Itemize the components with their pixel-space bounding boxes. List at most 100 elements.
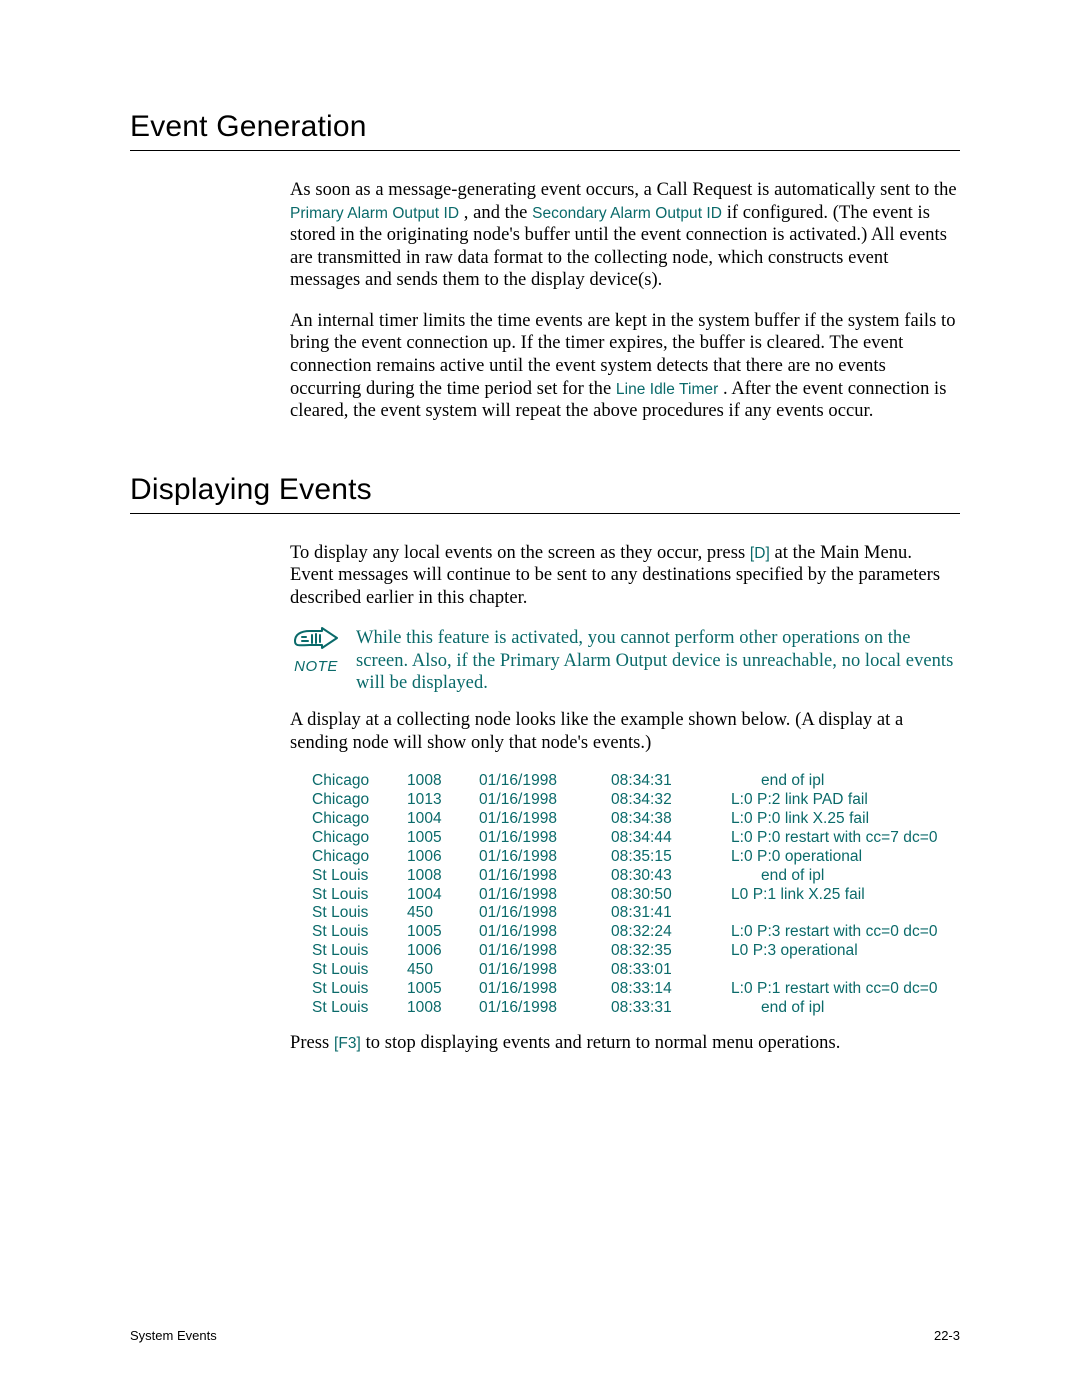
event-message: L0 P:3 operational — [731, 942, 960, 961]
heading-displaying-events: Displaying Events — [130, 473, 960, 507]
event-row: St Louis100501/16/199808:32:24L:0 P:3 re… — [312, 923, 960, 942]
event-location: St Louis — [312, 999, 407, 1018]
event-time: 08:30:43 — [611, 867, 731, 886]
heading-event-generation: Event Generation — [130, 110, 960, 144]
section2-para1: To display any local events on the scree… — [290, 542, 960, 610]
event-log-table: Chicago100801/16/199808:34:31end of iplC… — [312, 772, 960, 1018]
event-location: St Louis — [312, 942, 407, 961]
event-time: 08:30:50 — [611, 886, 731, 905]
event-date: 01/16/1998 — [479, 980, 611, 999]
event-message — [731, 961, 960, 980]
event-row: St Louis100501/16/199808:33:14L:0 P:1 re… — [312, 980, 960, 999]
event-message: end of ipl — [731, 772, 960, 791]
link-primary-alarm-output-id[interactable]: Primary Alarm Output ID — [290, 205, 459, 222]
text: to stop displaying events and return to … — [361, 1033, 840, 1053]
event-date: 01/16/1998 — [479, 829, 611, 848]
event-row: Chicago100801/16/199808:34:31end of ipl — [312, 772, 960, 791]
event-message — [731, 904, 960, 923]
event-code: 1006 — [407, 848, 479, 867]
heading-rule — [130, 150, 960, 151]
event-message: end of ipl — [731, 999, 960, 1018]
event-message: end of ipl — [731, 867, 960, 886]
event-code: 1008 — [407, 999, 479, 1018]
event-time: 08:34:38 — [611, 810, 731, 829]
event-location: St Louis — [312, 886, 407, 905]
key-f3: [F3] — [334, 1035, 361, 1052]
event-row: St Louis100601/16/199808:32:35L0 P:3 ope… — [312, 942, 960, 961]
event-location: St Louis — [312, 961, 407, 980]
event-time: 08:33:01 — [611, 961, 731, 980]
event-message: L:0 P:2 link PAD fail — [731, 791, 960, 810]
footer-left: System Events — [130, 1328, 217, 1343]
text: , and the — [459, 203, 532, 223]
event-row: St Louis100801/16/199808:30:43end of ipl — [312, 867, 960, 886]
event-message: L:0 P:0 restart with cc=7 dc=0 — [731, 829, 960, 848]
event-date: 01/16/1998 — [479, 867, 611, 886]
event-row: Chicago100601/16/199808:35:15L:0 P:0 ope… — [312, 848, 960, 867]
event-location: Chicago — [312, 810, 407, 829]
event-code: 1005 — [407, 829, 479, 848]
event-location: St Louis — [312, 923, 407, 942]
event-location: Chicago — [312, 848, 407, 867]
section1-para1: As soon as a message-generating event oc… — [290, 179, 960, 292]
event-message: L0 P:1 link X.25 fail — [731, 886, 960, 905]
event-location: Chicago — [312, 829, 407, 848]
event-time: 08:34:32 — [611, 791, 731, 810]
event-code: 450 — [407, 961, 479, 980]
event-date: 01/16/1998 — [479, 904, 611, 923]
event-message: L:0 P:0 operational — [731, 848, 960, 867]
event-row: Chicago100401/16/199808:34:38L:0 P:0 lin… — [312, 810, 960, 829]
event-code: 1005 — [407, 980, 479, 999]
event-time: 08:33:31 — [611, 999, 731, 1018]
event-row: Chicago101301/16/199808:34:32L:0 P:2 lin… — [312, 791, 960, 810]
event-date: 01/16/1998 — [479, 772, 611, 791]
event-location: St Louis — [312, 980, 407, 999]
event-location: Chicago — [312, 791, 407, 810]
event-time: 08:34:44 — [611, 829, 731, 848]
event-code: 450 — [407, 904, 479, 923]
event-code: 1008 — [407, 867, 479, 886]
note-block: NOTE While this feature is activated, yo… — [290, 627, 960, 695]
event-date: 01/16/1998 — [479, 886, 611, 905]
event-row: St Louis100401/16/199808:30:50L0 P:1 lin… — [312, 886, 960, 905]
footer-right: 22-3 — [934, 1328, 960, 1343]
event-code: 1006 — [407, 942, 479, 961]
event-code: 1004 — [407, 810, 479, 829]
note-text: While this feature is activated, you can… — [356, 627, 960, 695]
event-date: 01/16/1998 — [479, 942, 611, 961]
event-date: 01/16/1998 — [479, 999, 611, 1018]
event-time: 08:35:15 — [611, 848, 731, 867]
event-row: Chicago100501/16/199808:34:44L:0 P:0 res… — [312, 829, 960, 848]
event-location: Chicago — [312, 772, 407, 791]
event-time: 08:32:35 — [611, 942, 731, 961]
note-icon: NOTE — [290, 627, 342, 674]
section2-body: To display any local events on the scree… — [290, 542, 960, 1055]
event-code: 1004 — [407, 886, 479, 905]
event-code: 1008 — [407, 772, 479, 791]
event-code: 1005 — [407, 923, 479, 942]
event-date: 01/16/1998 — [479, 848, 611, 867]
page-footer: System Events 22-3 — [130, 1328, 960, 1343]
link-secondary-alarm-output-id[interactable]: Secondary Alarm Output ID — [532, 205, 722, 222]
event-message: L:0 P:0 link X.25 fail — [731, 810, 960, 829]
section1-body: As soon as a message-generating event oc… — [290, 179, 960, 423]
section2-para2: A display at a collecting node looks lik… — [290, 709, 960, 754]
section1-para2: An internal timer limits the time events… — [290, 310, 960, 423]
text: To display any local events on the scree… — [290, 543, 750, 563]
text: As soon as a message-generating event oc… — [290, 180, 957, 200]
event-time: 08:33:14 — [611, 980, 731, 999]
event-date: 01/16/1998 — [479, 791, 611, 810]
event-date: 01/16/1998 — [479, 923, 611, 942]
event-row: St Louis100801/16/199808:33:31end of ipl — [312, 999, 960, 1018]
heading-rule — [130, 513, 960, 514]
link-line-idle-timer[interactable]: Line Idle Timer — [616, 381, 718, 398]
event-time: 08:31:41 — [611, 904, 731, 923]
event-location: St Louis — [312, 904, 407, 923]
event-time: 08:34:31 — [611, 772, 731, 791]
event-code: 1013 — [407, 791, 479, 810]
event-date: 01/16/1998 — [479, 810, 611, 829]
event-row: St Louis45001/16/199808:31:41 — [312, 904, 960, 923]
note-label: NOTE — [290, 659, 342, 674]
key-d: [D] — [750, 545, 770, 562]
page: Event Generation As soon as a message-ge… — [0, 0, 1080, 1397]
